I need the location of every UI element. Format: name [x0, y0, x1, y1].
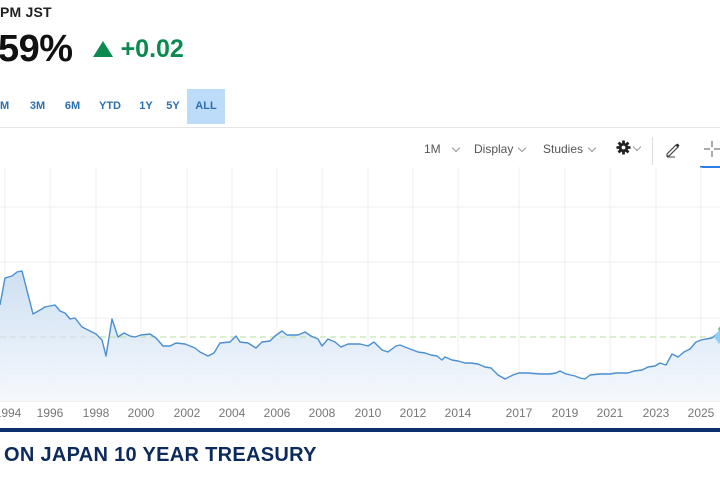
interval-dropdown[interactable]: 1M	[424, 142, 460, 156]
toolbar-separator	[652, 137, 653, 165]
quote-timestamp: PM JST	[0, 4, 52, 20]
active-tool-indicator	[700, 166, 720, 168]
x-tick-label: 2017	[505, 406, 533, 420]
quote-block: 59% +0.02	[0, 28, 184, 71]
crosshair-button[interactable]	[703, 140, 720, 158]
x-tick-label: 1998	[82, 406, 110, 420]
quote-change: +0.02	[92, 35, 184, 64]
x-tick-label: 2023	[642, 406, 670, 420]
display-label: Display	[474, 142, 514, 156]
quote-price: 59%	[0, 28, 73, 70]
chevron-down-icon	[587, 143, 597, 153]
x-tick-label: 2008	[308, 406, 336, 420]
range-3m[interactable]: 3M	[29, 100, 46, 112]
x-tick-label: 2014	[444, 406, 472, 420]
interval-label: 1M	[424, 142, 441, 156]
x-tick-label: 2021	[596, 406, 624, 420]
chevron-down-icon	[632, 142, 642, 151]
x-tick-label: 2000	[127, 406, 155, 420]
toolbar-divider	[0, 127, 720, 128]
section-title: ON JAPAN 10 YEAR TREASURY	[4, 444, 317, 466]
range-all[interactable]: ALL	[187, 89, 225, 124]
draw-button[interactable]	[664, 140, 682, 158]
x-tick-label: 2002	[173, 406, 201, 420]
settings-dropdown[interactable]	[616, 140, 642, 155]
grid-lines	[0, 167, 720, 401]
area-fill	[0, 271, 720, 401]
yield-chart[interactable]	[0, 167, 720, 403]
range-6m[interactable]: 6M	[64, 100, 81, 112]
studies-dropdown[interactable]: Studies	[543, 142, 597, 156]
x-tick-label: 2004	[218, 406, 246, 420]
yield-line	[0, 270, 719, 380]
quote-change-value: +0.02	[120, 35, 184, 63]
studies-label: Studies	[543, 142, 584, 156]
x-tick-label: 2019	[551, 406, 579, 420]
current-value-marker	[714, 330, 720, 344]
pencil-icon	[666, 143, 680, 158]
up-arrow-icon	[92, 40, 113, 57]
display-dropdown[interactable]: Display	[474, 142, 527, 156]
time-range-selector: M 3M 6M YTD 1Y 5Y ALL	[0, 89, 225, 124]
chevron-down-icon	[518, 143, 527, 153]
x-tick-label: 2025	[687, 406, 715, 420]
range-ytd[interactable]: YTD	[99, 100, 121, 112]
gear-icon	[616, 140, 631, 155]
x-tick-label: 1996	[36, 406, 64, 420]
x-tick-label: 1994	[0, 406, 22, 420]
chart-toolbar: 1M Display Studies	[0, 140, 720, 160]
chevron-down-icon	[451, 143, 460, 153]
range-5y[interactable]: 5Y	[166, 100, 180, 112]
section-divider	[0, 428, 720, 432]
crosshair-icon	[704, 141, 720, 157]
range-1y[interactable]: 1Y	[139, 100, 153, 112]
x-tick-label: 2010	[354, 406, 382, 420]
x-tick-label: 2012	[399, 406, 427, 420]
x-tick-label: 2006	[263, 406, 291, 420]
range-1m[interactable]: M	[0, 100, 10, 112]
